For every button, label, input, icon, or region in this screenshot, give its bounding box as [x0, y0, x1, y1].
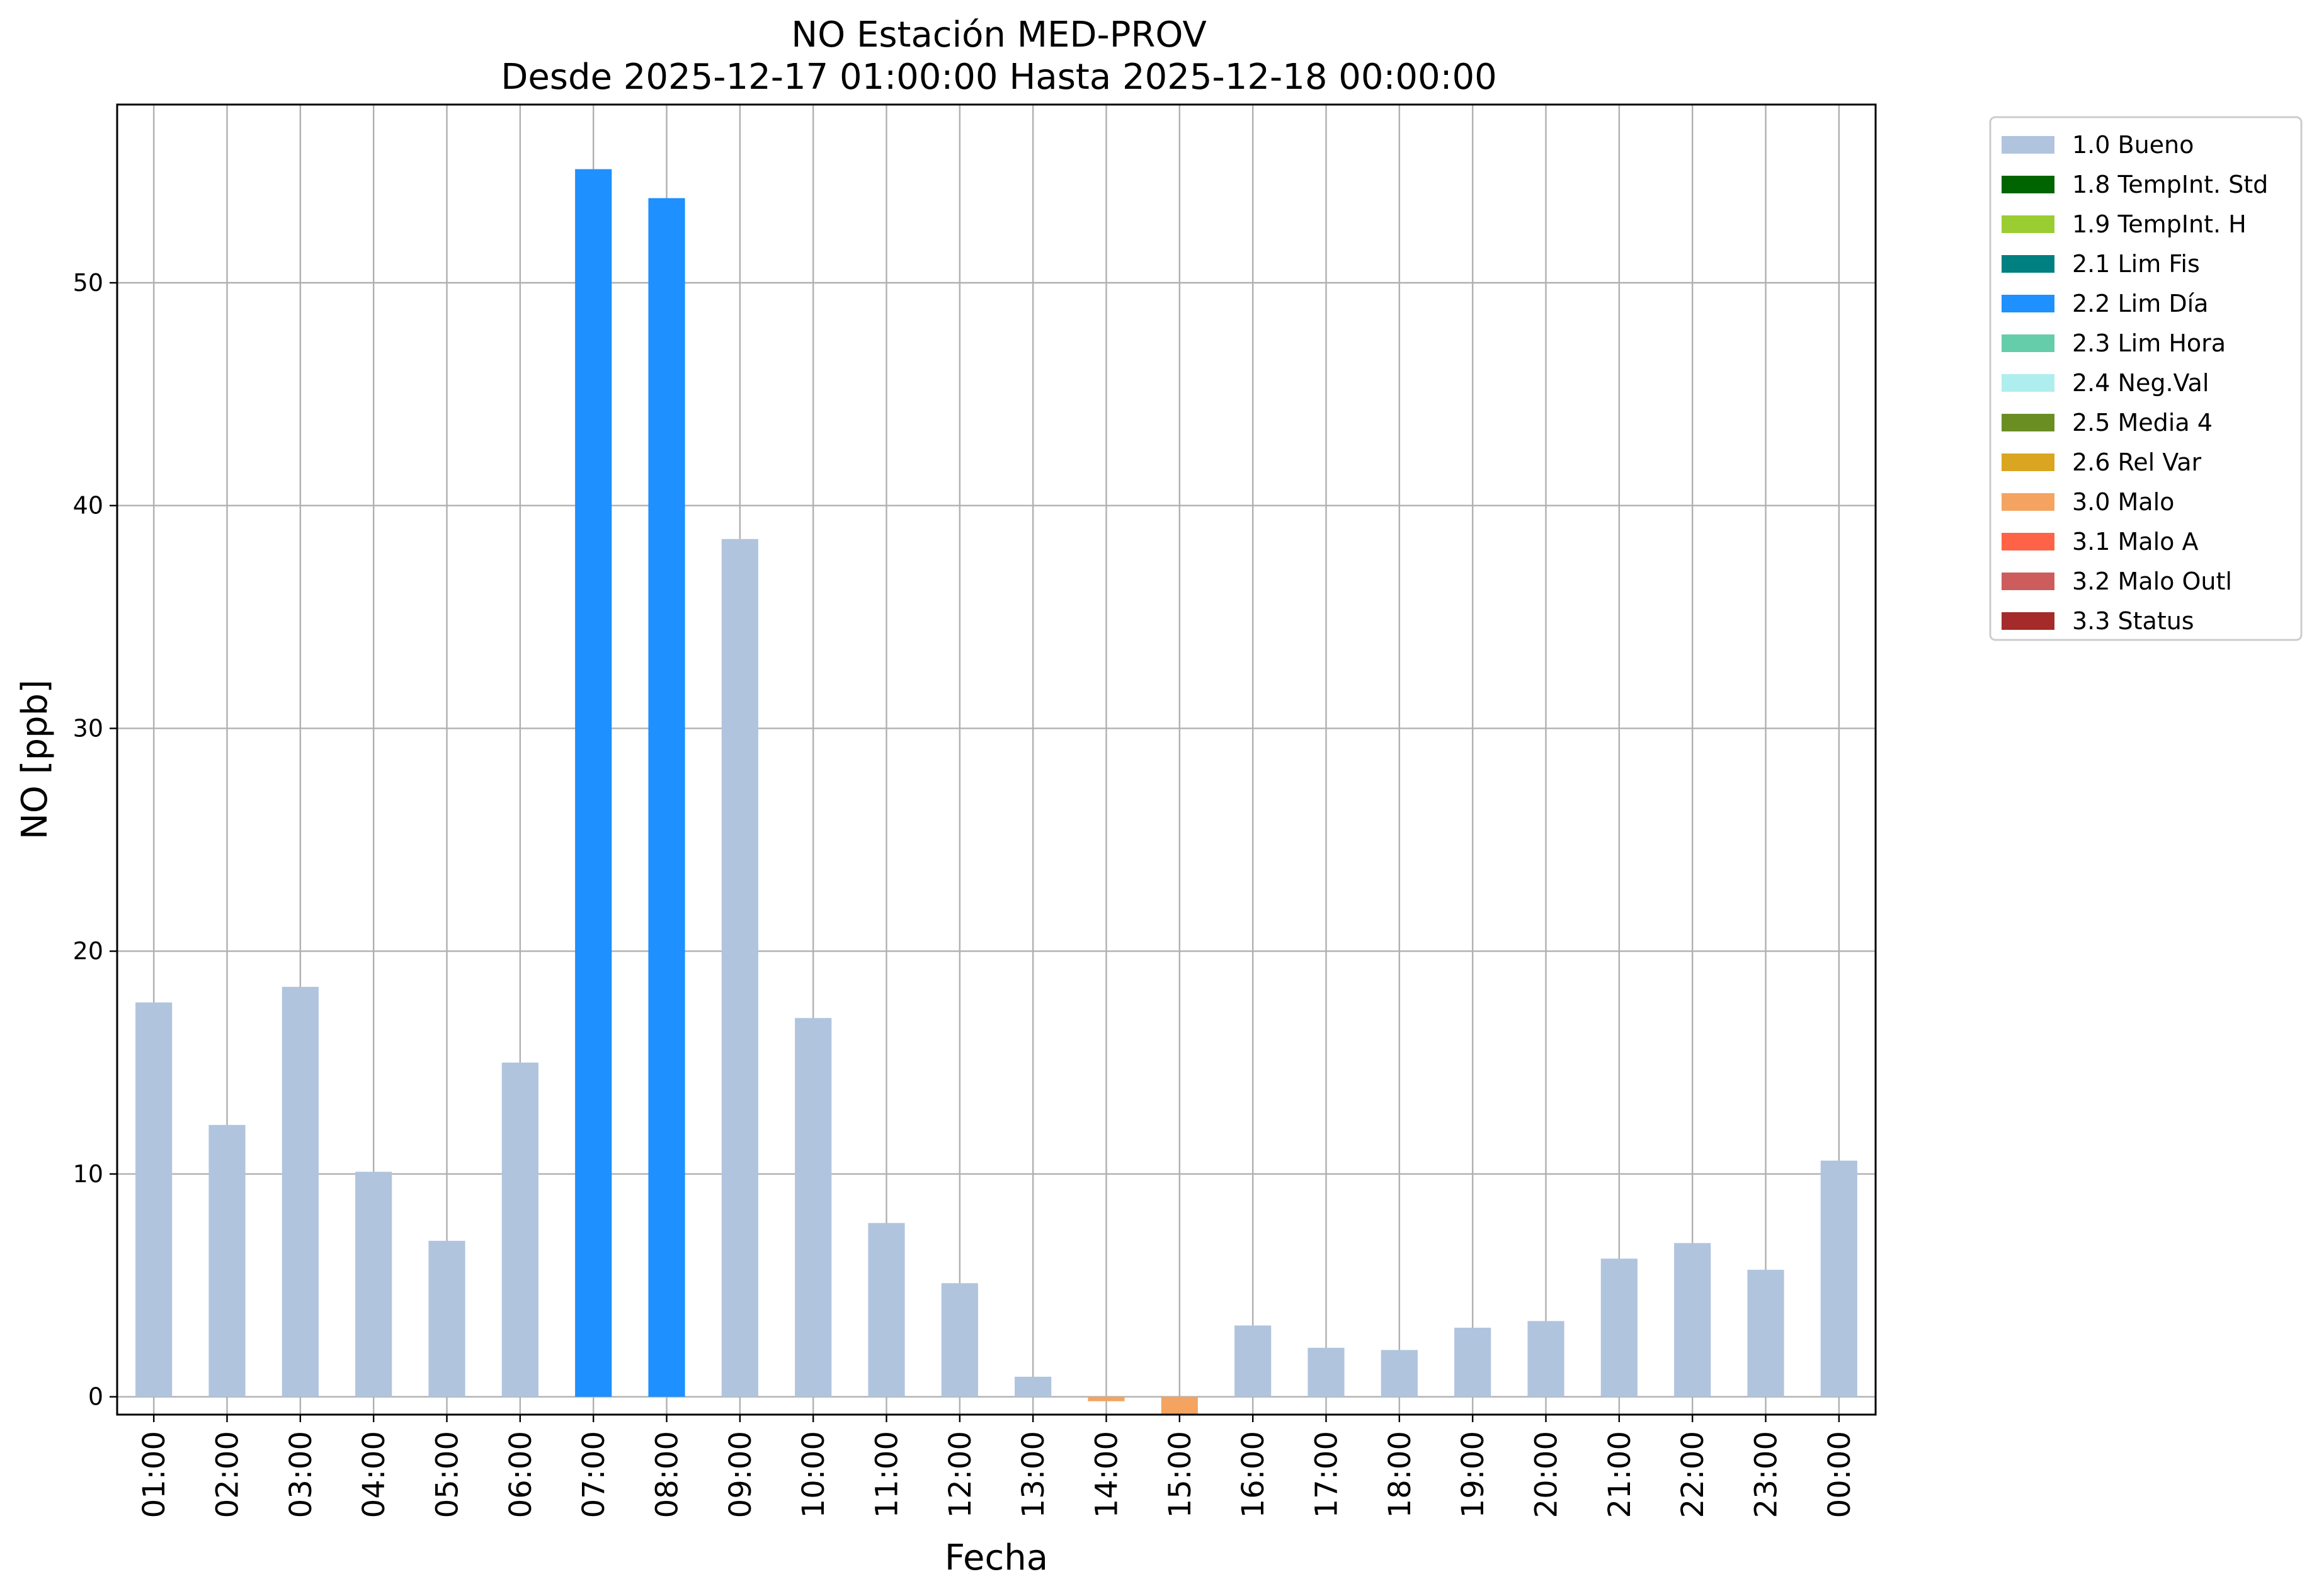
legend-label: 2.5 Media 4 [2072, 409, 2213, 436]
legend-label: 3.0 Malo [2072, 488, 2174, 516]
bar [282, 986, 319, 1397]
legend-label: 3.1 Malo A [2072, 528, 2198, 556]
legend-label: 1.9 TempInt. H [2072, 210, 2247, 238]
legend-swatch [2002, 255, 2054, 273]
legend: 1.0 Bueno 1.8 TempInt. Std 1.9 TempInt. H 2… [1989, 116, 2303, 641]
x-tick-label: 12:00 [943, 1431, 978, 1518]
legend-label: 2.6 Rel Var [2072, 448, 2202, 476]
legend-swatch [2002, 453, 2054, 471]
legend-frame [1989, 116, 2303, 641]
x-tick-label: 14:00 [1090, 1431, 1125, 1518]
legend-swatch [2002, 493, 2054, 511]
x-tick-label: 05:00 [430, 1431, 465, 1518]
bar [1600, 1258, 1638, 1397]
chart-title: NO Estación MED-PROV [791, 14, 1207, 55]
bar [1234, 1325, 1272, 1397]
bar [795, 1018, 832, 1397]
legend-swatch [2002, 374, 2054, 392]
bar [501, 1063, 538, 1397]
x-tick-label: 15:00 [1163, 1431, 1198, 1518]
y-tick-label: 50 [73, 269, 103, 297]
x-tick-label: 13:00 [1016, 1431, 1051, 1518]
legend-label: 1.0 Bueno [2072, 131, 2194, 159]
x-tick-label: 09:00 [723, 1431, 758, 1518]
legend-swatch [2002, 573, 2054, 590]
x-tick-label: 08:00 [650, 1431, 685, 1518]
bar [1161, 1396, 1198, 1415]
x-tick-label: 19:00 [1456, 1431, 1491, 1518]
legend-label: 1.8 TempInt. Std [2072, 171, 2268, 198]
x-tick-label: 06:00 [503, 1431, 538, 1518]
x-tick-label: 16:00 [1236, 1431, 1271, 1518]
legend-label: 3.2 Malo Outl [2072, 567, 2232, 595]
bar [868, 1223, 905, 1397]
x-tick-label: 00:00 [1822, 1431, 1857, 1518]
x-tick-label: 04:00 [356, 1431, 392, 1518]
legend-swatch [2002, 176, 2054, 193]
legend-swatch [2002, 295, 2054, 312]
y-axis-label: NO [ppb] [14, 680, 55, 840]
legend-swatch [2002, 215, 2054, 233]
bar [941, 1283, 978, 1397]
legend-label: 2.1 Lim Fis [2072, 250, 2200, 278]
bar [1747, 1270, 1784, 1397]
bar [428, 1241, 465, 1397]
bar [1308, 1347, 1345, 1397]
legend-swatch [2002, 136, 2054, 154]
x-tick-label: 03:00 [283, 1431, 319, 1518]
x-axis-label: Fecha [945, 1537, 1048, 1578]
x-tick-label: 17:00 [1309, 1431, 1345, 1518]
bar [135, 1002, 173, 1397]
legend-swatch [2002, 414, 2054, 431]
x-tick-label: 02:00 [210, 1431, 246, 1518]
y-ticks: 0 10 20 30 40 50 [73, 269, 117, 1411]
bars [135, 169, 1857, 1415]
legend-label: 3.3 Status [2072, 607, 2194, 635]
bar [208, 1125, 246, 1397]
bar [575, 169, 612, 1397]
legend-swatch [2002, 533, 2054, 550]
y-tick-label: 30 [73, 714, 103, 742]
x-tick-label: 21:00 [1602, 1431, 1638, 1518]
bar [1674, 1243, 1711, 1397]
legend-label: 2.3 Lim Hora [2072, 329, 2226, 357]
bar [648, 198, 685, 1397]
x-tick-label: 07:00 [576, 1431, 612, 1518]
bar [1454, 1328, 1491, 1397]
bar [721, 539, 758, 1397]
y-tick-label: 0 [88, 1383, 103, 1411]
x-tick-label: 20:00 [1529, 1431, 1564, 1518]
legend-swatch [2002, 612, 2054, 630]
legend-items: 1.0 Bueno 1.8 TempInt. Std 1.9 TempInt. H 2… [2002, 131, 2268, 635]
x-tick-label: 22:00 [1675, 1431, 1711, 1518]
legend-label: 2.2 Lim Día [2072, 290, 2208, 317]
bar [1015, 1376, 1052, 1397]
legend-swatch [2002, 334, 2054, 352]
bar [1820, 1160, 1857, 1397]
x-tick-label: 01:00 [137, 1431, 172, 1518]
chart-subtitle: Desde 2025-12-17 01:00:00 Hasta 2025-12-… [501, 57, 1497, 98]
bar [355, 1171, 392, 1397]
bar [1527, 1321, 1564, 1397]
x-tick-label: 23:00 [1749, 1431, 1784, 1518]
plot-frame [116, 103, 1877, 1416]
bar [1088, 1396, 1125, 1401]
legend-label: 2.4 Neg.Val [2072, 369, 2209, 397]
y-tick-label: 20 [73, 937, 103, 965]
bar [1381, 1350, 1418, 1397]
x-tick-label: 18:00 [1382, 1431, 1418, 1518]
x-ticks: 01:00 02:00 03:00 04:00 05:00 06:00 07:00 08:00… [137, 1415, 1857, 1518]
x-tick-label: 10:00 [796, 1431, 831, 1518]
y-tick-label: 40 [73, 492, 103, 520]
y-tick-label: 10 [73, 1160, 103, 1188]
x-tick-label: 11:00 [870, 1431, 905, 1518]
